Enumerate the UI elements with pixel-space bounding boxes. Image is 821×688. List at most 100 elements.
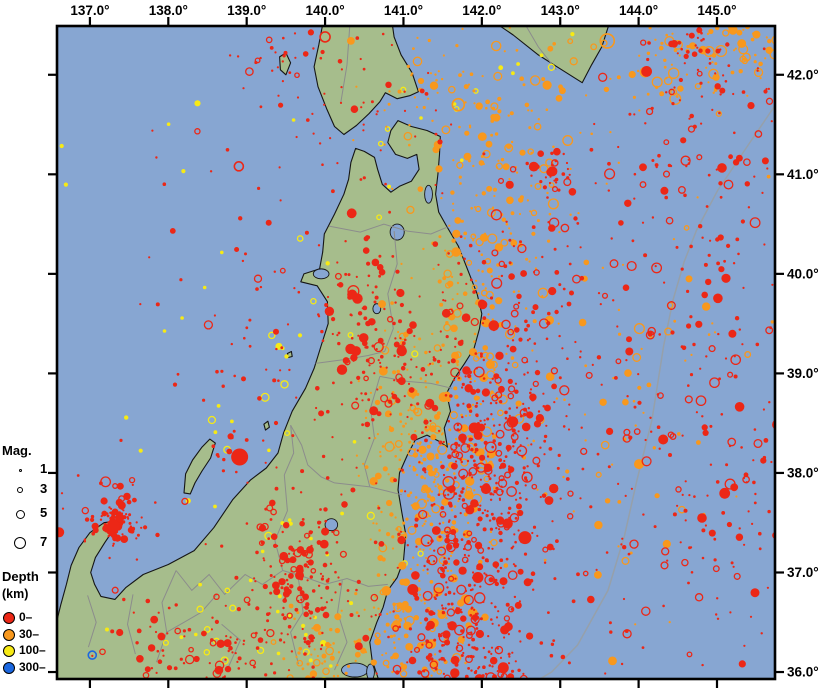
earthquake-epicenter [361,423,364,427]
earthquake-epicenter [650,106,654,110]
earthquake-epicenter [194,128,201,135]
earthquake-epicenter [663,76,673,86]
earthquake-epicenter [331,530,334,534]
earthquake-epicenter [316,654,319,658]
earthquake-epicenter [553,179,556,182]
earthquake-epicenter [378,541,385,547]
prefecture-border [384,231,398,352]
lat-tick-label: 42.0° [787,67,819,82]
earthquake-epicenter [465,476,475,486]
earthquake-epicenter [658,45,664,51]
earthquake-epicenter [442,54,445,57]
earthquake-epicenter [288,573,294,579]
earthquake-epicenter [462,366,471,375]
earthquake-epicenter [605,551,609,554]
earthquake-epicenter [468,414,472,417]
earthquake-epicenter [508,177,511,181]
earthquake-epicenter [385,622,390,627]
earthquake-epicenter [675,95,679,98]
earthquake-epicenter [594,182,597,185]
earthquake-epicenter [439,302,444,307]
earthquake-epicenter [341,501,348,508]
earthquake-epicenter [135,641,139,645]
earthquake-epicenter [595,568,598,572]
earthquake-epicenter [323,92,326,95]
earthquake-epicenter [741,90,746,94]
earthquake-epicenter [260,540,265,545]
earthquake-epicenter [696,27,703,34]
earthquake-epicenter [406,328,413,335]
earthquake-epicenter [476,448,485,457]
earthquake-epicenter [467,435,470,438]
earthquake-epicenter [432,146,440,154]
earthquake-epicenter [715,480,720,484]
earthquake-epicenter [495,481,498,485]
earthquake-epicenter [434,73,437,76]
earthquake-epicenter [494,645,504,655]
earthquake-epicenter [228,645,233,651]
earthquake-epicenter [122,597,126,602]
earthquake-epicenter [334,570,337,574]
earthquake-epicenter [696,70,703,77]
earthquake-epicenter [378,300,386,309]
earthquake-epicenter [377,506,381,510]
earthquake-epicenter [530,184,533,187]
earthquake-epicenter [497,384,500,387]
earthquake-epicenter [431,504,441,514]
earthquake-epicenter [458,494,462,498]
earthquake-epicenter [378,529,381,532]
earthquake-epicenter [512,445,515,448]
earthquake-epicenter [434,467,438,472]
magnitude-legend-label: 3 [40,481,48,496]
earthquake-epicenter [483,232,487,235]
earthquake-epicenter [253,577,256,580]
earthquake-epicenter [385,125,388,128]
earthquake-epicenter [518,337,523,342]
lon-tick-label: 138.0° [149,3,188,18]
earthquake-epicenter [432,480,436,484]
earthquake-epicenter [529,167,532,170]
earthquake-epicenter [417,633,426,642]
earthquake-epicenter [303,611,310,618]
earthquake-epicenter [440,197,443,200]
earthquake-epicenter [507,684,512,688]
earthquake-epicenter [387,473,390,476]
earthquake-epicenter [331,332,334,336]
depth-legend-circle [3,629,15,641]
longitude-axis-labels: 137.0° 138.0° 139.0° 140.0° 141.0° 142.0° 143.… [70,3,736,18]
earthquake-epicenter [569,57,578,66]
earthquake-epicenter [451,462,458,470]
coastline-sado [183,438,216,495]
earthquake-epicenter [509,111,514,116]
earthquake-epicenter [501,490,504,493]
magnitude-legend-label: 1 [40,461,48,476]
earthquake-epicenter [390,43,393,47]
earthquake-epicenter [510,211,515,216]
earthquake-epicenter [511,361,519,369]
earthquake-epicenter [270,533,278,540]
earthquake-epicenter [355,466,358,469]
earthquake-epicenter [625,347,634,356]
earthquake-epicenter [701,556,705,560]
earthquake-epicenter [477,516,483,522]
earthquake-epicenter [580,447,588,456]
earthquake-epicenter [216,404,221,408]
earthquake-epicenter [397,532,401,536]
earthquake-epicenter [291,434,295,438]
earthquake-epicenter [758,61,763,67]
earthquake-epicenter [725,42,730,47]
earthquake-epicenter [320,577,324,581]
earthquake-epicenter [308,534,311,538]
earthquake-epicenter [585,94,588,97]
earthquake-epicenter [306,546,314,554]
earthquake-epicenter [734,316,740,321]
earthquake-epicenter [461,415,464,419]
earthquake-epicenter [454,394,459,400]
earthquake-epicenter [510,330,513,333]
earthquake-epicenter [498,475,505,482]
earthquake-epicenter [488,664,492,667]
earthquake-epicenter [361,307,364,310]
earthquake-epicenter [763,243,766,246]
earthquake-epicenter [341,458,344,461]
earthquake-epicenter [587,595,595,604]
